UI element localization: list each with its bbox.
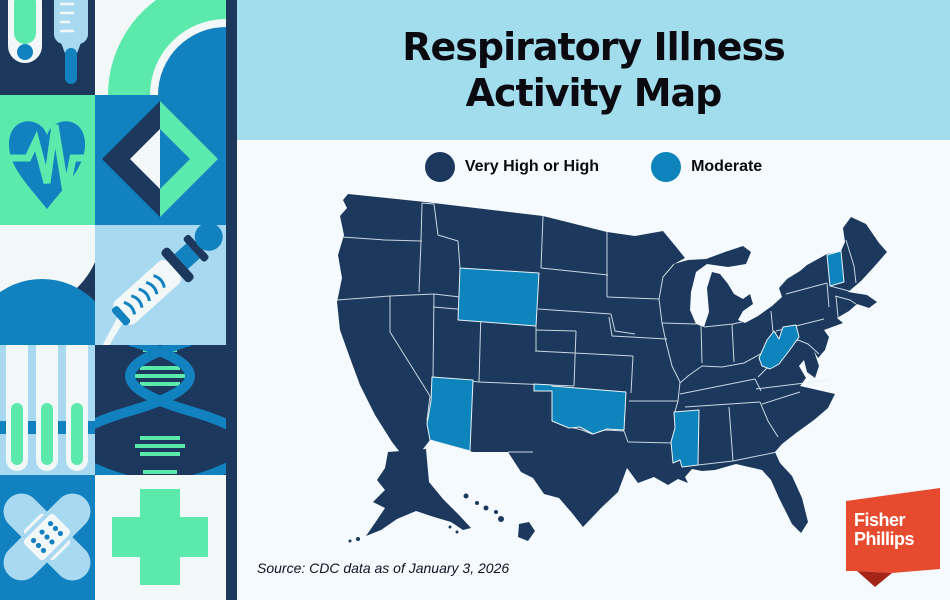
legend-item-moderate: Moderate bbox=[651, 152, 762, 182]
source-note: Source: CDC data as of January 3, 2026 bbox=[257, 560, 510, 576]
page-title-line1: Respiratory Illness bbox=[402, 25, 786, 69]
state-vermont bbox=[826, 250, 845, 287]
logo-text-line2: Phillips bbox=[854, 529, 915, 549]
half-circles-icon bbox=[0, 225, 95, 345]
legend-swatch-moderate bbox=[651, 152, 682, 182]
state-mississippi bbox=[670, 409, 700, 468]
logo-fold bbox=[857, 571, 892, 587]
state-hawaii bbox=[463, 493, 535, 541]
sidebar-divider bbox=[226, 0, 237, 600]
legend: Very High or High Moderate bbox=[237, 152, 950, 182]
header: Respiratory Illness Activity Map bbox=[237, 0, 950, 140]
state-wyoming bbox=[457, 267, 540, 327]
quarter-arcs-icon bbox=[95, 0, 226, 95]
bandages-icon bbox=[0, 475, 95, 600]
state-arizona bbox=[426, 376, 474, 452]
page-title: Respiratory Illness Activity Map bbox=[402, 24, 786, 116]
legend-item-high: Very High or High bbox=[424, 152, 600, 182]
test-tubes-icon bbox=[0, 345, 95, 475]
heart-ekg-icon bbox=[0, 95, 95, 225]
main-panel: Respiratory Illness Activity Map Very Hi… bbox=[237, 0, 950, 600]
logo-text-line1: Fisher bbox=[854, 510, 906, 530]
state-alaska bbox=[348, 449, 471, 543]
state-west-virginia bbox=[758, 324, 800, 370]
logo-banner bbox=[846, 488, 940, 573]
thermometer-icon bbox=[0, 0, 95, 95]
us-activity-map bbox=[330, 180, 900, 575]
syringe-icon bbox=[95, 225, 226, 345]
state-oklahoma bbox=[533, 383, 627, 435]
page-title-line2: Activity Map bbox=[465, 71, 723, 115]
medical-cross-icon bbox=[95, 475, 226, 600]
legend-label-moderate: Moderate bbox=[691, 158, 763, 175]
legend-swatch-high bbox=[424, 152, 455, 182]
dna-icon bbox=[95, 345, 226, 475]
legend-label-high: Very High or High bbox=[464, 158, 600, 175]
decorative-sidebar bbox=[0, 0, 226, 600]
map-section: Very High or High Moderate bbox=[237, 140, 950, 600]
diamond-icon bbox=[95, 95, 226, 225]
fisher-phillips-logo: Fisher Phillips bbox=[846, 488, 940, 587]
